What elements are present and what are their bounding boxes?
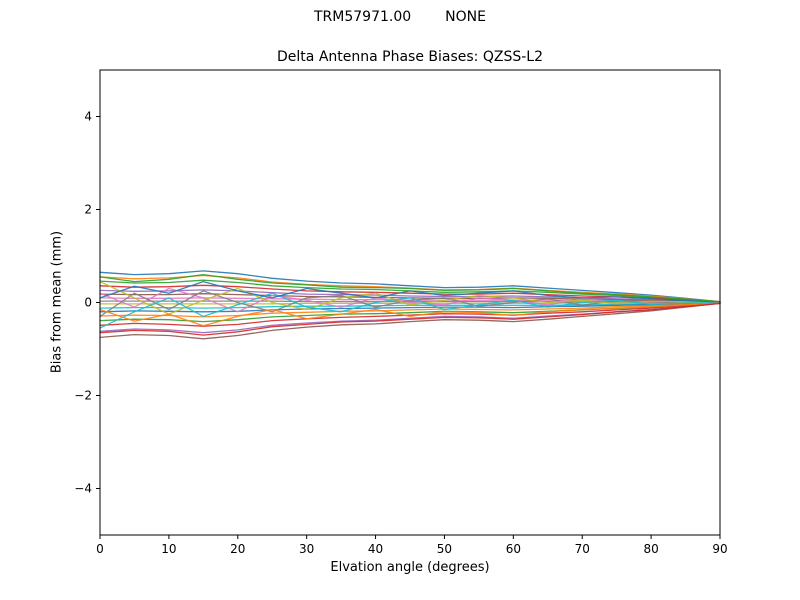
series-line-01 <box>99 270 721 303</box>
y-tick-label: −2 <box>74 389 92 403</box>
x-tick-label: 0 <box>96 542 104 556</box>
x-tick-label: 10 <box>161 542 176 556</box>
y-tick-label: 2 <box>84 203 92 217</box>
figure-suptitle: TRM57971.00 NONE <box>0 9 800 25</box>
x-axis-label: Elvation angle (degrees) <box>330 560 490 575</box>
series-line-22 <box>99 302 721 327</box>
series-line-08 <box>99 300 721 304</box>
radome-name: NONE <box>445 9 486 25</box>
x-tick-label: 20 <box>230 542 245 556</box>
antenna-name: TRM57971.00 <box>314 9 412 25</box>
series-line-20 <box>99 292 721 329</box>
x-tick-label: 50 <box>437 542 452 556</box>
series-line-21 <box>99 280 721 303</box>
x-tick-label: 70 <box>575 542 590 556</box>
series-line-23 <box>99 273 721 303</box>
series-line-05 <box>99 289 721 303</box>
y-axis-label: Bias from mean (mm) <box>49 230 65 374</box>
series-line-24 <box>99 302 721 336</box>
x-tick-label: 60 <box>506 542 521 556</box>
x-tick-label: 40 <box>368 542 383 556</box>
y-tick-label: −4 <box>74 482 92 496</box>
x-tick-label: 90 <box>712 542 727 556</box>
x-tick-label: 30 <box>299 542 314 556</box>
series-line-19 <box>99 280 721 315</box>
series-line-11 <box>99 302 721 313</box>
series-line-09 <box>99 301 721 305</box>
series-line-16 <box>99 302 721 340</box>
y-tick-label: 4 <box>84 110 92 124</box>
x-tick-label: 80 <box>643 542 658 556</box>
y-tick-label: 0 <box>84 296 92 310</box>
chart-title: Delta Antenna Phase Biases: QZSS-L2 <box>277 49 543 65</box>
